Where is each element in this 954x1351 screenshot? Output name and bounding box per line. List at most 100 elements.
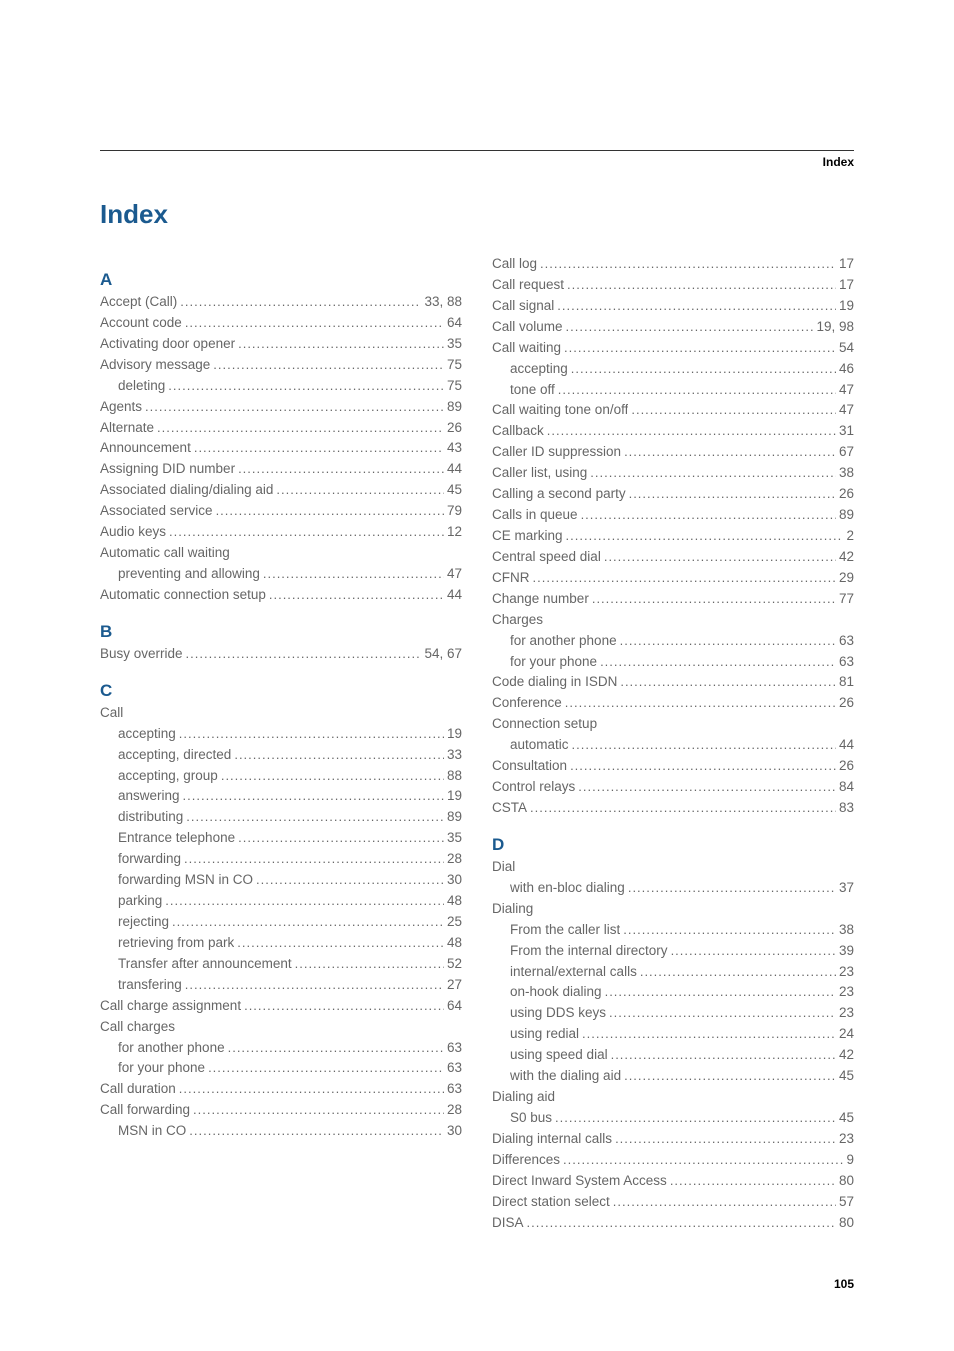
- index-heading-label: Dialing aid: [492, 1087, 555, 1108]
- index-entry-page: 26: [447, 418, 462, 439]
- index-entry: forwarding MSN in CO ...................…: [100, 870, 462, 891]
- index-entry-label: retrieving from park: [118, 933, 234, 954]
- index-entry: Caller list, using .....................…: [492, 463, 854, 484]
- index-entry-label: Transfer after announcement: [118, 954, 292, 975]
- index-section-letter: C: [100, 681, 462, 701]
- dot-leader: ........................................…: [564, 338, 836, 358]
- index-entry-label: parking: [118, 891, 162, 912]
- index-entry: distributing ...........................…: [100, 807, 462, 828]
- index-entry: internal/external calls ................…: [492, 962, 854, 983]
- dot-leader: ........................................…: [566, 526, 844, 546]
- index-entry-page: 23: [839, 1003, 854, 1024]
- index-heading: Dialing aid: [492, 1087, 854, 1108]
- index-entry-label: rejecting: [118, 912, 169, 933]
- index-entry: Agents .................................…: [100, 397, 462, 418]
- dot-leader: ........................................…: [533, 568, 836, 588]
- dot-leader: ........................................…: [145, 397, 444, 417]
- dot-leader: ........................................…: [547, 421, 836, 441]
- index-entry-label: Calls in queue: [492, 505, 578, 526]
- dot-leader: ........................................…: [582, 1024, 836, 1044]
- index-entry-page: 28: [447, 1100, 462, 1121]
- dot-leader: ........................................…: [628, 878, 836, 898]
- index-entry-page: 30: [447, 870, 462, 891]
- index-entry-page: 23: [839, 982, 854, 1003]
- index-entry-page: 47: [839, 400, 854, 421]
- dot-leader: ........................................…: [611, 1045, 836, 1065]
- dot-leader: ........................................…: [185, 975, 444, 995]
- index-entry-label: Direct Inward System Access: [492, 1171, 667, 1192]
- dot-leader: ........................................…: [193, 1100, 444, 1120]
- dot-leader: ........................................…: [572, 735, 836, 755]
- index-entry: Busy override ..........................…: [100, 644, 462, 665]
- index-entry-label: tone off: [510, 380, 555, 401]
- index-entry-page: 63: [839, 652, 854, 673]
- index-entry-label: forwarding: [118, 849, 181, 870]
- dot-leader: ........................................…: [238, 334, 444, 354]
- index-entry-page: 45: [839, 1108, 854, 1129]
- dot-leader: ........................................…: [168, 376, 444, 396]
- index-entry-page: 44: [839, 735, 854, 756]
- index-entry-label: S0 bus: [510, 1108, 552, 1129]
- index-column-right: Call log ...............................…: [492, 254, 854, 1233]
- dot-leader: ........................................…: [221, 766, 444, 786]
- dot-leader: ........................................…: [620, 631, 836, 651]
- index-entry-label: Call waiting: [492, 338, 561, 359]
- index-entry: Advisory message .......................…: [100, 355, 462, 376]
- index-entry: CE marking .............................…: [492, 526, 854, 547]
- index-heading: Call charges: [100, 1017, 462, 1038]
- index-entry: Call log ...............................…: [492, 254, 854, 275]
- index-entry-page: 23: [839, 1129, 854, 1150]
- index-entry: Call volume ............................…: [492, 317, 854, 338]
- index-entry-page: 63: [447, 1058, 462, 1079]
- index-heading-label: Charges: [492, 610, 543, 631]
- index-heading: Charges: [492, 610, 854, 631]
- dot-leader: ........................................…: [613, 1192, 836, 1212]
- index-entry-label: From the internal directory: [510, 941, 668, 962]
- index-entry-page: 80: [839, 1171, 854, 1192]
- index-entry: Central speed dial .....................…: [492, 547, 854, 568]
- index-entry-label: using DDS keys: [510, 1003, 606, 1024]
- index-entry-page: 64: [447, 996, 462, 1017]
- index-entry-page: 45: [447, 480, 462, 501]
- index-entry: forwarding .............................…: [100, 849, 462, 870]
- dot-leader: ........................................…: [555, 1108, 836, 1128]
- dot-leader: ........................................…: [180, 292, 421, 312]
- index-column-left: AAccept (Call) .........................…: [100, 254, 462, 1233]
- index-entry-label: Caller list, using: [492, 463, 587, 484]
- dot-leader: ........................................…: [186, 644, 422, 664]
- index-heading: Call: [100, 703, 462, 724]
- index-entry: with en-bloc dialing ...................…: [492, 878, 854, 899]
- index-entry: Calls in queue .........................…: [492, 505, 854, 526]
- index-entry-page: 75: [447, 355, 462, 376]
- index-entry-page: 38: [839, 920, 854, 941]
- index-heading: Dialing: [492, 899, 854, 920]
- index-entry-page: 12: [447, 522, 462, 543]
- dot-leader: ........................................…: [269, 585, 444, 605]
- index-heading: Connection setup: [492, 714, 854, 735]
- dot-leader: ........................................…: [624, 1066, 836, 1086]
- index-entry-page: 57: [839, 1192, 854, 1213]
- dot-leader: ........................................…: [228, 1038, 444, 1058]
- index-entry-label: accepting, group: [118, 766, 218, 787]
- index-entry: Direct Inward System Access ............…: [492, 1171, 854, 1192]
- index-entry: rejecting ..............................…: [100, 912, 462, 933]
- dot-leader: ........................................…: [578, 777, 836, 797]
- index-entry-page: 31: [839, 421, 854, 442]
- dot-leader: ........................................…: [238, 459, 444, 479]
- index-entry-label: answering: [118, 786, 180, 807]
- index-entry: for your phone .........................…: [492, 652, 854, 673]
- index-entry-label: transfering: [118, 975, 182, 996]
- index-heading: Automatic call waiting: [100, 543, 462, 564]
- dot-leader: ........................................…: [237, 933, 444, 953]
- header-rule: [100, 150, 854, 151]
- index-entry-page: 54: [839, 338, 854, 359]
- dot-leader: ........................................…: [623, 920, 836, 940]
- index-entry-page: 45: [839, 1066, 854, 1087]
- index-entry-label: Automatic connection setup: [100, 585, 266, 606]
- index-heading: Dial: [492, 857, 854, 878]
- index-entry: Alternate ..............................…: [100, 418, 462, 439]
- dot-leader: ........................................…: [566, 317, 814, 337]
- index-entry-label: Activating door opener: [100, 334, 235, 355]
- index-entry-page: 35: [447, 334, 462, 355]
- index-entry-label: Advisory message: [100, 355, 210, 376]
